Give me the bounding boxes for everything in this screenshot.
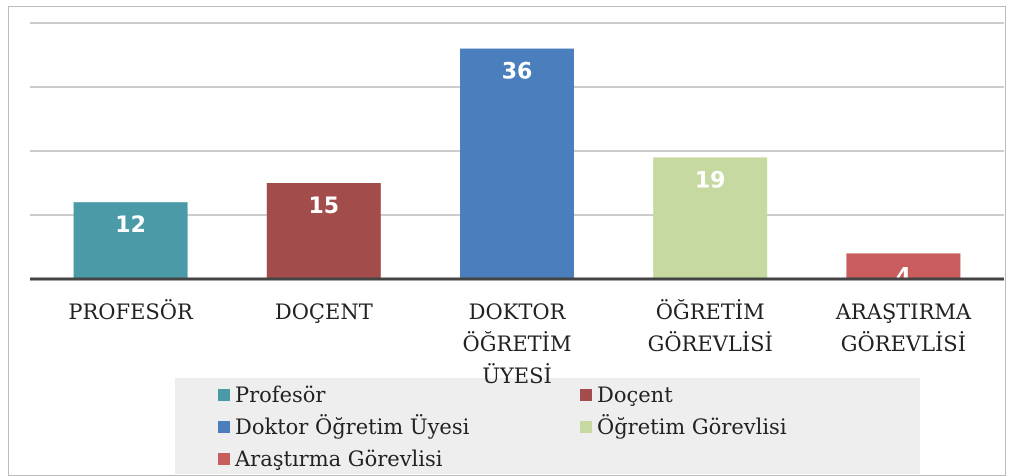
x-tick-label: PROFESÖR <box>68 300 193 324</box>
legend: Profesör Doçent Doktor Öğretim Üyesi Öğreti… <box>175 378 920 474</box>
bar <box>266 183 381 279</box>
legend-item: Doçent <box>580 383 673 407</box>
bar <box>846 253 961 279</box>
legend-item: Araştırma Görevlisi <box>218 447 442 471</box>
legend-label: Öğretim Görevlisi <box>597 415 787 439</box>
x-tick-label: DOÇENT <box>274 300 373 324</box>
bar <box>653 157 768 279</box>
data-label: 12 <box>115 213 146 238</box>
bar <box>73 202 188 279</box>
data-label: 36 <box>502 60 533 85</box>
legend-item: Öğretim Görevlisi <box>580 415 787 439</box>
legend-swatch <box>218 421 230 433</box>
bar <box>460 48 574 279</box>
legend-swatch <box>580 389 592 401</box>
data-label: 15 <box>308 194 339 219</box>
data-label: 4 <box>896 264 911 289</box>
legend-label: Doktor Öğretim Üyesi <box>235 415 470 439</box>
x-tick-label: DOKTOR ÖĞRETİM ÜYESİ <box>462 300 572 388</box>
legend-swatch <box>218 389 230 401</box>
x-tick-label: ARAŞTIRMA GÖREVLİSİ <box>835 300 972 356</box>
legend-label: Profesör <box>235 383 326 407</box>
legend-label: Doçent <box>597 383 673 407</box>
legend-swatch <box>218 453 230 465</box>
legend-label: Araştırma Görevlisi <box>235 447 443 471</box>
x-tick-label: ÖĞRETİM GÖREVLİSİ <box>647 300 773 356</box>
legend-swatch <box>580 421 592 433</box>
legend-item: Doktor Öğretim Üyesi <box>218 415 469 439</box>
data-label: 19 <box>695 168 726 193</box>
legend-item: Profesör <box>218 383 325 407</box>
